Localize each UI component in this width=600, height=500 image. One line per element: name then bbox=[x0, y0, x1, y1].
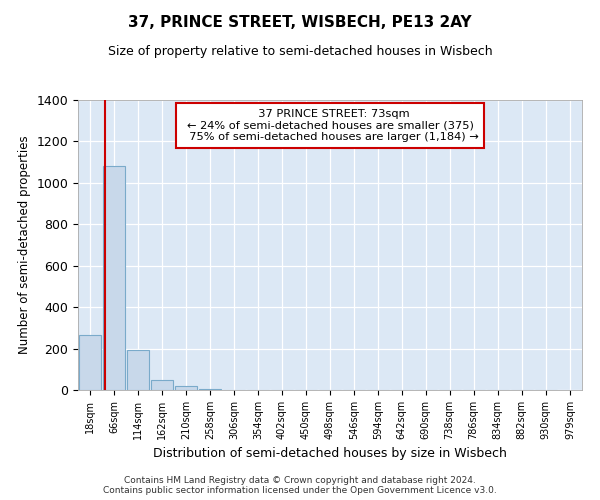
Text: 37 PRINCE STREET: 73sqm
← 24% of semi-detached houses are smaller (375)
  75% of: 37 PRINCE STREET: 73sqm ← 24% of semi-de… bbox=[182, 108, 478, 142]
Text: Contains HM Land Registry data © Crown copyright and database right 2024.
Contai: Contains HM Land Registry data © Crown c… bbox=[103, 476, 497, 495]
Bar bbox=[175, 386, 197, 390]
Y-axis label: Number of semi-detached properties: Number of semi-detached properties bbox=[18, 136, 31, 354]
Text: 37, PRINCE STREET, WISBECH, PE13 2AY: 37, PRINCE STREET, WISBECH, PE13 2AY bbox=[128, 15, 472, 30]
Bar bbox=[127, 350, 149, 390]
X-axis label: Distribution of semi-detached houses by size in Wisbech: Distribution of semi-detached houses by … bbox=[153, 448, 507, 460]
Bar bbox=[79, 335, 101, 390]
Bar bbox=[199, 389, 221, 390]
Text: Size of property relative to semi-detached houses in Wisbech: Size of property relative to semi-detach… bbox=[107, 45, 493, 58]
Bar bbox=[151, 380, 173, 390]
Bar bbox=[103, 166, 125, 390]
